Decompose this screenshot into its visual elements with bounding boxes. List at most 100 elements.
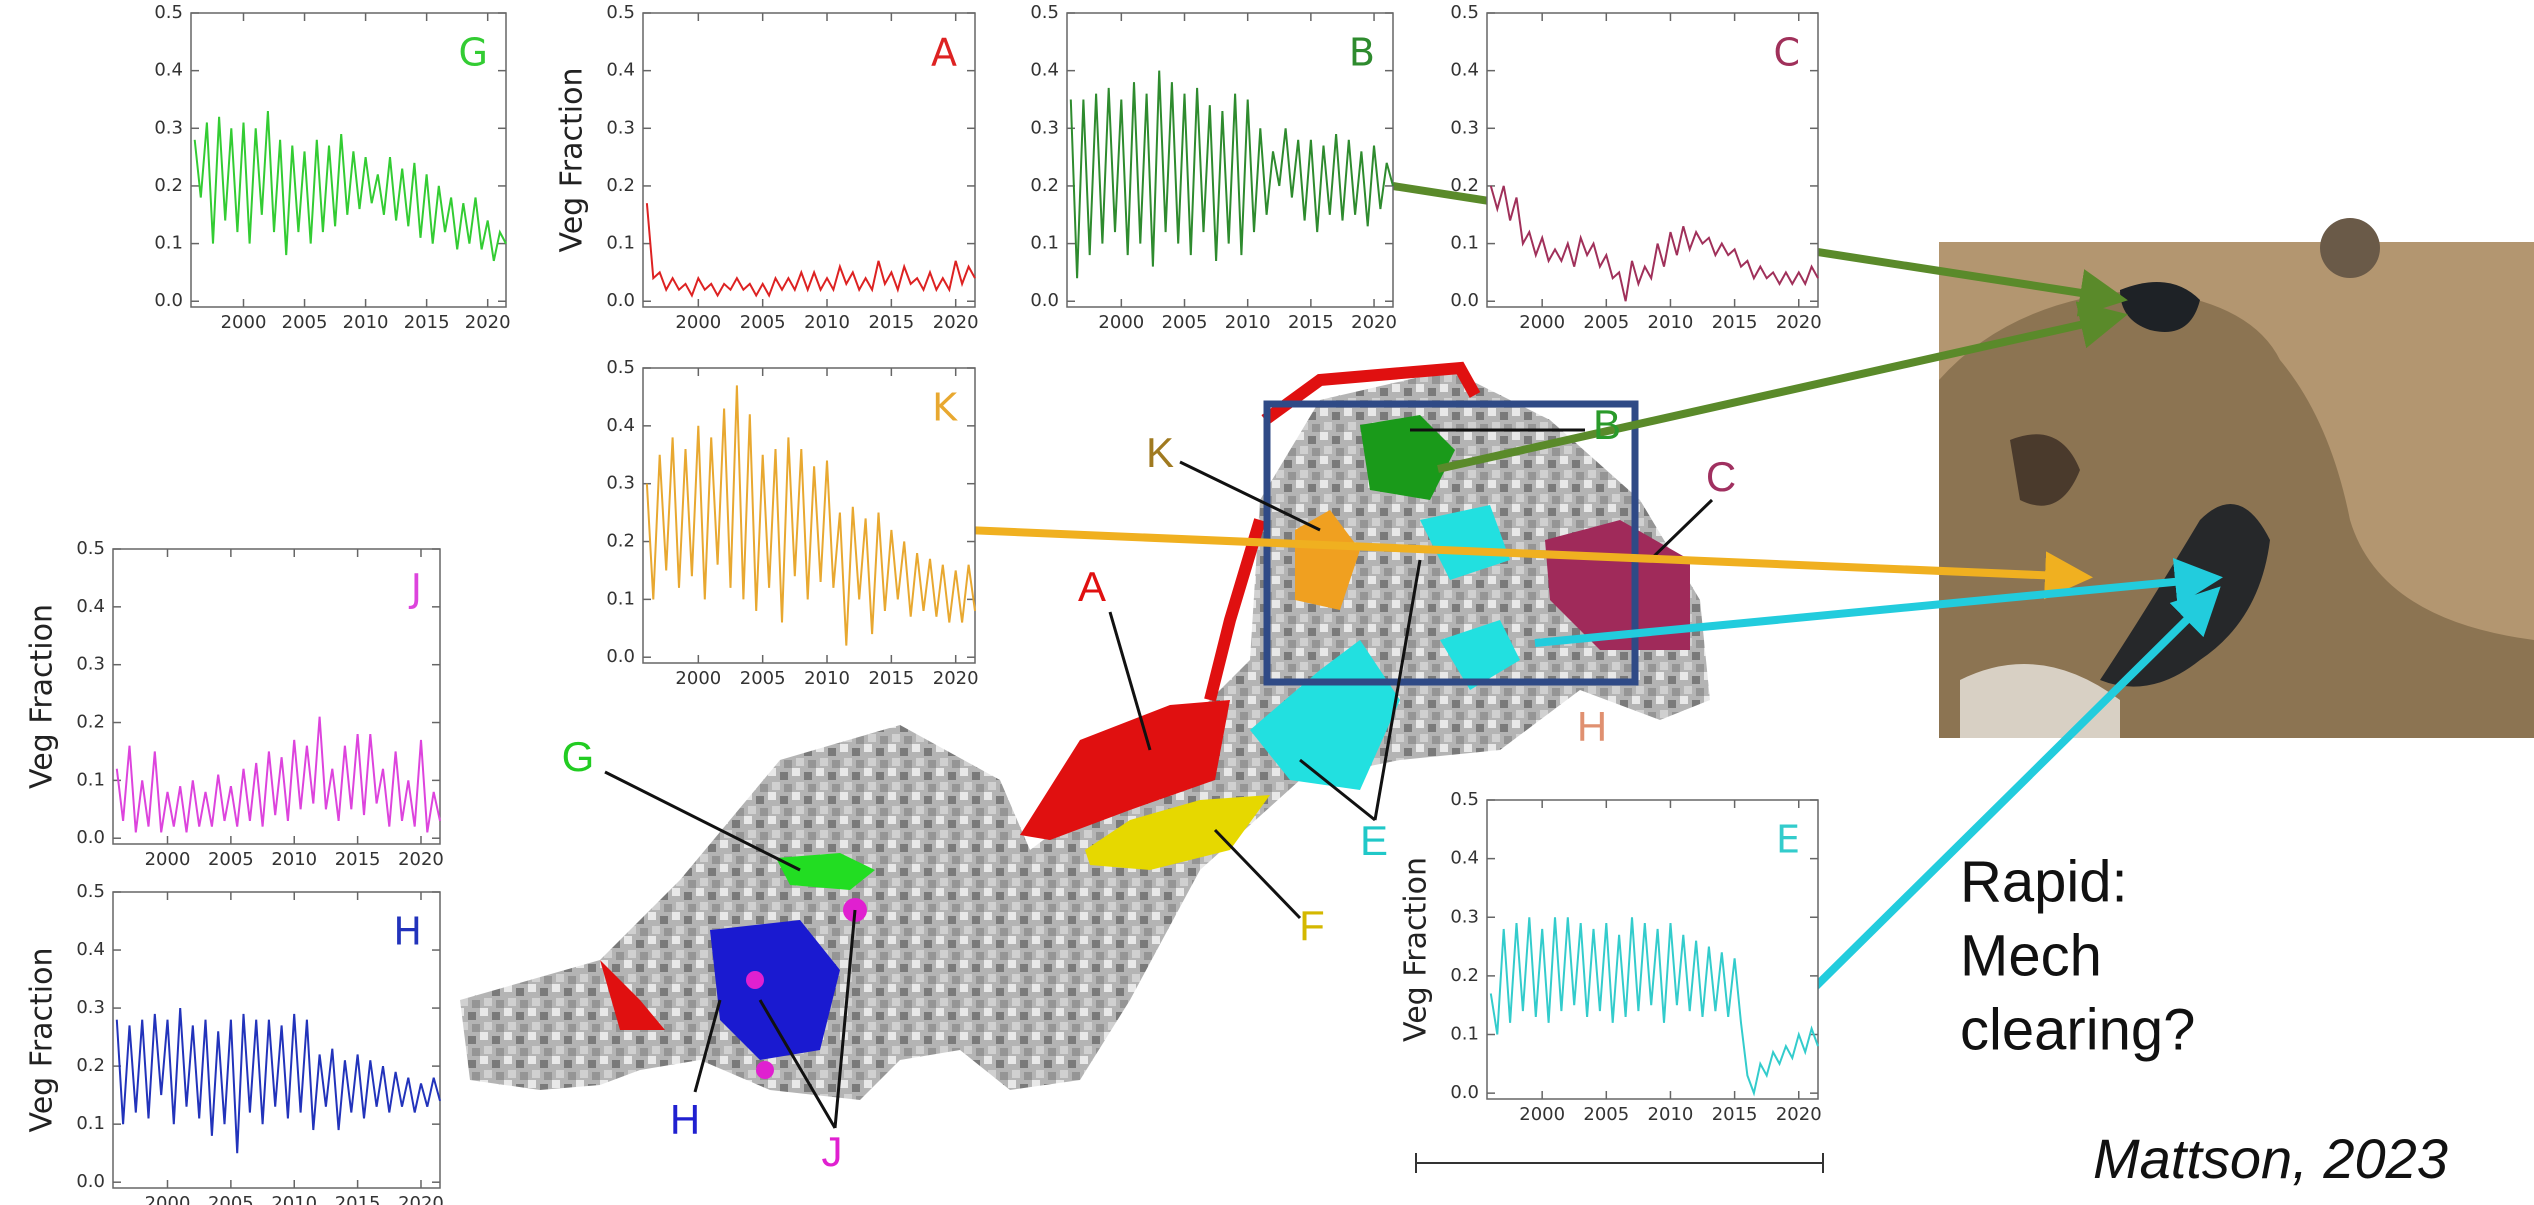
x-tick-label: 2005: [740, 668, 786, 689]
x-tick-label: 2000: [675, 312, 721, 333]
y-tick-label: 0.5: [76, 538, 105, 559]
y-tick-label: 0.0: [1030, 290, 1059, 311]
x-tick-label: 2020: [1351, 312, 1397, 333]
plot-frame: [113, 892, 440, 1188]
y-tick-label: 0.0: [76, 827, 105, 848]
x-tick-label: 2010: [1225, 312, 1271, 333]
x-tick-label: 2005: [208, 1193, 254, 1205]
y-tick-label: 0.3: [606, 473, 635, 494]
y-tick-label: 0.5: [76, 881, 105, 902]
y-axis-label: Veg Fraction: [25, 948, 60, 1133]
x-tick-label: 2005: [1583, 1104, 1629, 1125]
x-tick-label: 2010: [271, 1193, 317, 1205]
y-tick-label: 0.1: [1450, 1024, 1479, 1045]
y-tick-label: 0.0: [76, 1171, 105, 1192]
y-tick-label: 0.5: [606, 357, 635, 378]
x-tick-label: 2015: [868, 668, 914, 689]
x-tick-label: 2010: [804, 312, 850, 333]
note-line: Mech: [1960, 923, 2102, 988]
y-tick-label: 0.4: [1030, 60, 1059, 81]
y-tick-label: 0.5: [1450, 789, 1479, 810]
y-tick-label: 0.1: [606, 233, 635, 254]
chart-title: G: [459, 31, 488, 75]
y-tick-label: 0.4: [1450, 848, 1479, 869]
x-tick-label: 2010: [271, 849, 317, 870]
x-tick-label: 2020: [933, 312, 979, 333]
chart-title: A: [931, 31, 957, 75]
x-tick-label: 2005: [740, 312, 786, 333]
x-tick-label: 2000: [145, 849, 191, 870]
map-label: H: [1577, 703, 1607, 750]
x-tick-label: 2020: [1776, 312, 1822, 333]
x-tick-label: 2015: [1712, 1104, 1758, 1125]
y-tick-label: 0.0: [1450, 290, 1479, 311]
x-tick-label: 2015: [868, 312, 914, 333]
map-label: F: [1299, 902, 1325, 949]
chart-title: J: [409, 567, 422, 611]
y-tick-label: 0.2: [1030, 175, 1059, 196]
line-chart: 0.00.10.20.30.40.520002005201020152020G: [154, 2, 510, 333]
y-tick-label: 0.1: [76, 1113, 105, 1134]
y-axis-label: Veg Fraction: [555, 68, 590, 253]
x-tick-label: 2005: [1162, 312, 1208, 333]
credit: Mattson, 2023: [2093, 1127, 2448, 1190]
y-tick-label: 0.3: [1030, 117, 1059, 138]
x-tick-label: 2015: [335, 1193, 381, 1205]
map-label: G: [562, 733, 595, 780]
x-tick-label: 2015: [404, 312, 450, 333]
y-tick-label: 0.2: [606, 175, 635, 196]
x-tick-label: 2015: [1712, 312, 1758, 333]
y-tick-label: 0.2: [606, 531, 635, 552]
y-tick-label: 0.2: [76, 1055, 105, 1076]
map-label: C: [1706, 453, 1736, 500]
y-tick-label: 0.5: [606, 2, 635, 23]
y-tick-label: 0.1: [606, 588, 635, 609]
x-tick-label: 2000: [145, 1193, 191, 1205]
y-tick-label: 0.4: [1450, 60, 1479, 81]
y-tick-label: 0.3: [76, 654, 105, 675]
y-tick-label: 0.2: [76, 712, 105, 733]
x-tick-label: 2000: [221, 312, 267, 333]
y-tick-label: 0.1: [1450, 233, 1479, 254]
y-tick-label: 0.4: [76, 596, 105, 617]
x-tick-label: 2015: [335, 849, 381, 870]
line-chart: 0.0 0.1 0.2 0.3 0.4 0.5 2000 2005 2010 2015 2020 J V…: [25, 538, 444, 870]
map-label: E: [1360, 817, 1388, 864]
y-tick-label: 0.4: [154, 60, 183, 81]
x-tick-label: 2020: [398, 1193, 444, 1205]
y-tick-label: 0.4: [76, 939, 105, 960]
map-label: B: [1593, 401, 1621, 448]
chart-title: K: [932, 386, 958, 430]
note: Rapid: Mech clearing?: [1960, 849, 2195, 1062]
y-tick-label: 0.0: [1450, 1082, 1479, 1103]
y-axis-label: Veg Fraction: [25, 604, 60, 789]
y-tick-label: 0.1: [1030, 233, 1059, 254]
chart-title: E: [1776, 818, 1800, 862]
x-tick-label: 2020: [933, 668, 979, 689]
x-tick-label: 2020: [398, 849, 444, 870]
page: K B C A H G F E H J Rapid: Mech clearing…: [0, 0, 2534, 1205]
x-tick-label: 2020: [465, 312, 511, 333]
y-tick-label: 0.5: [1450, 2, 1479, 23]
map-label: H: [670, 1096, 700, 1143]
y-tick-label: 0.1: [76, 769, 105, 790]
x-tick-label: 2000: [1519, 312, 1565, 333]
plot-frame: [1487, 800, 1818, 1099]
y-tick-label: 0.5: [1030, 2, 1059, 23]
y-tick-label: 0.2: [1450, 175, 1479, 196]
x-tick-label: 2000: [1519, 1104, 1565, 1125]
x-tick-label: 2010: [1648, 312, 1694, 333]
y-tick-label: 0.4: [606, 60, 635, 81]
y-axis-label: Veg Fraction: [1399, 857, 1434, 1042]
y-tick-label: 0.0: [606, 290, 635, 311]
line-chart: 0.0 0.1 0.2 0.3 0.4 0.5 2000 2005 2010 2015 2020 A V…: [555, 2, 979, 333]
note-line: clearing?: [1960, 997, 2195, 1062]
x-tick-label: 2005: [208, 849, 254, 870]
y-tick-label: 0.1: [154, 233, 183, 254]
y-tick-label: 0.3: [606, 117, 635, 138]
